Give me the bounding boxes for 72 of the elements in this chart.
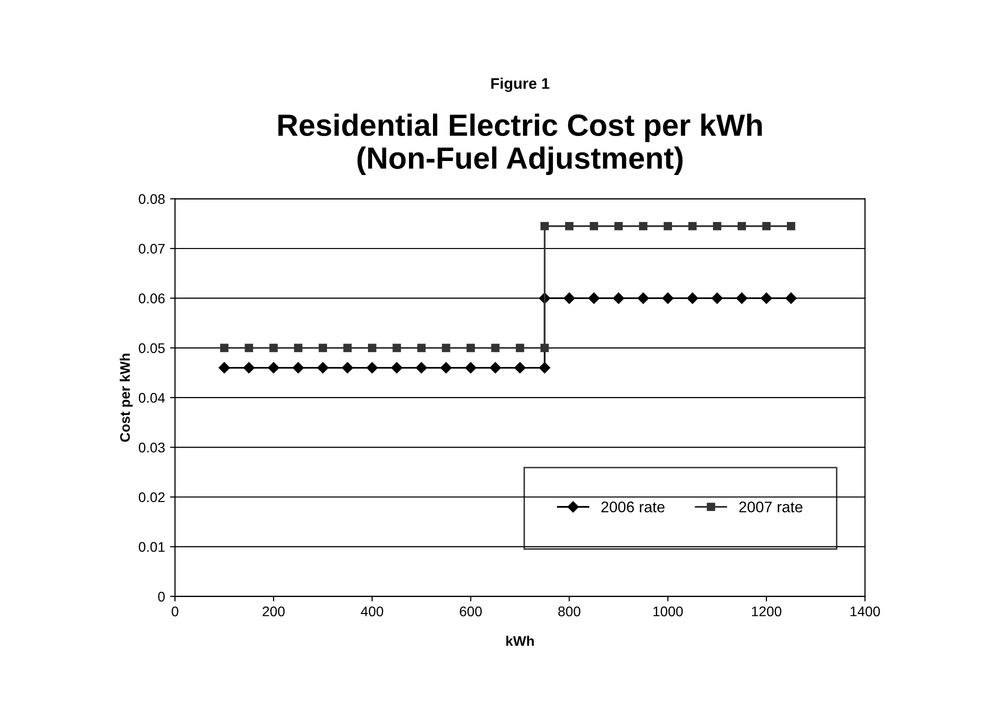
chart-title: Residential Electric Cost per kWh (Non-Fuel Adjustment) — [278, 114, 762, 175]
point — [391, 362, 402, 374]
point — [292, 362, 304, 374]
point — [612, 292, 624, 304]
point — [516, 344, 524, 352]
point — [639, 222, 648, 230]
point — [317, 362, 328, 374]
point — [762, 222, 771, 230]
legend-label: 2006 rate — [601, 502, 664, 512]
y-tick-label: 0.08 — [138, 194, 165, 204]
x-tick-label: 1000 — [653, 606, 683, 616]
point — [712, 292, 723, 304]
y-tick-label: 0.02 — [138, 492, 165, 502]
y-tick-label: 0 — [158, 592, 165, 602]
x-tick-label: 800 — [558, 606, 580, 616]
point — [712, 222, 722, 230]
point — [760, 292, 772, 304]
x-tick-label: 200 — [262, 606, 285, 616]
point — [440, 362, 452, 374]
point — [244, 344, 254, 352]
point — [417, 344, 426, 352]
y-tick-label: 0.07 — [138, 244, 165, 254]
point — [540, 344, 549, 352]
point — [540, 222, 549, 230]
point — [736, 292, 748, 304]
point — [366, 362, 378, 374]
point — [218, 362, 230, 374]
point — [466, 344, 475, 352]
point — [565, 222, 574, 230]
point — [539, 362, 550, 374]
y-tick-label: 0.04 — [138, 392, 165, 403]
point — [392, 344, 401, 352]
point — [564, 292, 575, 304]
y-axis-title: Cost per kWh — [120, 354, 133, 442]
point — [294, 344, 302, 352]
point — [491, 344, 500, 352]
point — [342, 362, 354, 374]
point — [688, 222, 697, 230]
legend-label: 2007 rate — [739, 502, 802, 512]
point — [368, 344, 376, 352]
x-tick-label: 600 — [460, 606, 482, 616]
point — [243, 362, 255, 374]
point — [785, 292, 797, 304]
point — [269, 344, 278, 352]
point — [514, 362, 526, 374]
point — [465, 362, 476, 374]
point — [318, 344, 328, 352]
point — [664, 222, 672, 230]
point — [490, 362, 501, 374]
point — [614, 222, 623, 230]
point — [588, 292, 600, 304]
point — [343, 344, 352, 352]
point — [416, 362, 428, 374]
x-tick-label: 400 — [360, 606, 384, 616]
x-tick-label: 1400 — [850, 606, 880, 616]
point — [442, 344, 450, 352]
x-tick-label: 0 — [172, 606, 178, 616]
x-axis-title: kWh — [506, 636, 534, 646]
y-tick-label: 0.06 — [138, 294, 165, 304]
x-tick-label: 1200 — [752, 606, 782, 616]
point — [662, 292, 674, 304]
chart-subtitle: Figure 1 — [491, 78, 550, 92]
y-tick-label: 0.01 — [138, 542, 165, 552]
point — [590, 222, 598, 230]
point — [268, 362, 280, 374]
point — [686, 292, 698, 304]
point — [786, 222, 796, 230]
point — [638, 292, 649, 304]
y-tick-label: 0.05 — [138, 343, 165, 354]
point — [220, 344, 228, 352]
point — [738, 222, 746, 230]
y-tick-label: 0.03 — [138, 442, 165, 452]
